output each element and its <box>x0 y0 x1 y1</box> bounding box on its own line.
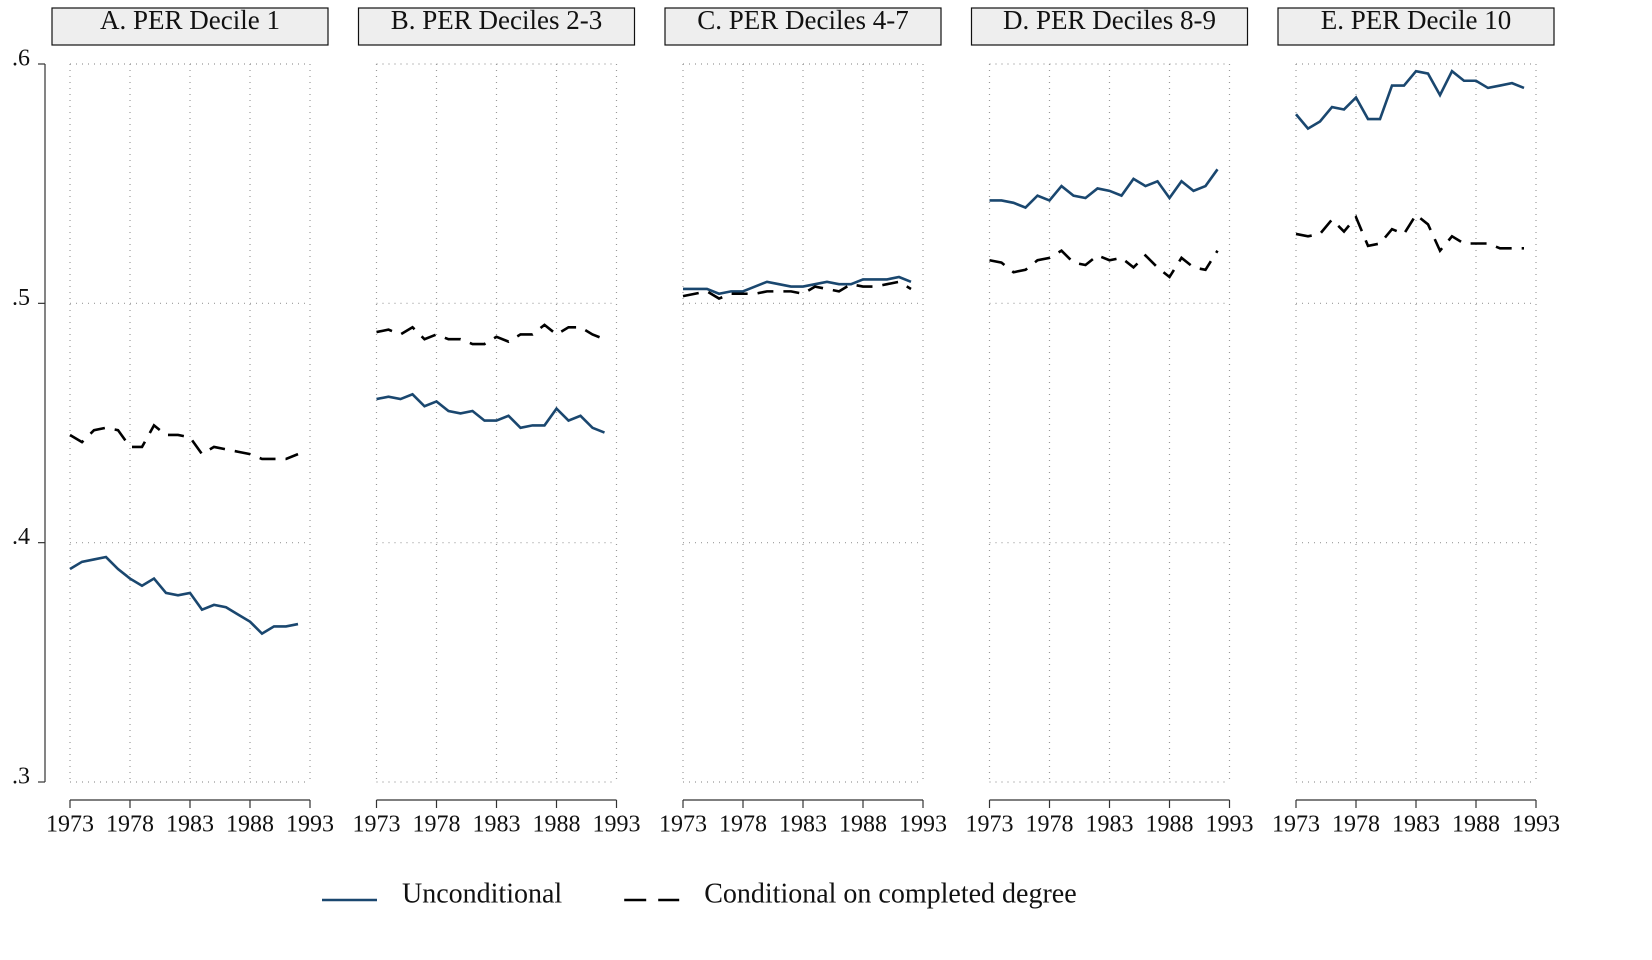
x-tick-label: 1978 <box>1026 812 1074 838</box>
panel-title: C. PER Deciles 4-7 <box>697 5 908 35</box>
panel-title: D. PER Deciles 8-9 <box>1003 5 1216 35</box>
x-tick-label: 1973 <box>1272 812 1320 838</box>
y-tick-label: .5 <box>12 285 30 311</box>
legend-label: Unconditional <box>402 878 562 909</box>
series-line <box>1295 212 1524 254</box>
series-line <box>1295 69 1525 131</box>
x-tick-label: 1978 <box>106 812 154 838</box>
x-tick-label: 1993 <box>1206 812 1254 838</box>
legend-label: Conditional on completed degree <box>704 878 1076 909</box>
panel-title-box <box>357 7 636 46</box>
panel-title-box <box>664 7 942 46</box>
x-tick-label: 1988 <box>533 812 581 838</box>
x-tick-label: 1978 <box>413 812 461 838</box>
y-tick-label: .4 <box>12 524 30 550</box>
x-tick-label: 1993 <box>286 812 334 838</box>
series-line <box>376 323 605 346</box>
panel-title-box <box>51 7 329 46</box>
series-line <box>683 275 912 296</box>
series-line <box>989 168 1219 210</box>
x-tick-label: 1983 <box>779 812 827 838</box>
x-tick-label: 1983 <box>166 812 214 838</box>
x-tick-label: 1988 <box>839 812 887 838</box>
x-tick-label: 1983 <box>473 812 521 838</box>
series-line <box>69 555 299 636</box>
x-tick-label: 1993 <box>899 812 947 838</box>
y-tick-label: .3 <box>12 764 30 790</box>
x-tick-label: 1993 <box>1512 812 1560 838</box>
x-tick-label: 1993 <box>593 812 641 838</box>
x-tick-label: 1973 <box>659 812 707 838</box>
y-tick-label: .6 <box>12 46 30 72</box>
panel-title-box <box>1277 7 1555 46</box>
x-tick-label: 1978 <box>719 812 767 838</box>
x-tick-label: 1988 <box>226 812 274 838</box>
x-tick-label: 1973 <box>353 812 401 838</box>
x-tick-label: 1973 <box>46 812 94 838</box>
x-tick-label: 1988 <box>1146 812 1194 838</box>
panel-title: B. PER Deciles 2-3 <box>391 5 602 35</box>
panel-title-box <box>970 7 1249 46</box>
series-line <box>376 392 605 434</box>
panel-title: E. PER Decile 10 <box>1321 5 1511 35</box>
series-line <box>682 280 912 300</box>
x-tick-label: 1983 <box>1086 812 1134 838</box>
x-tick-label: 1988 <box>1452 812 1500 838</box>
series-line <box>989 249 1219 279</box>
x-tick-label: 1983 <box>1392 812 1440 838</box>
x-tick-label: 1973 <box>966 812 1014 838</box>
series-line <box>69 423 299 461</box>
panel-title: A. PER Decile 1 <box>100 5 280 35</box>
x-tick-label: 1978 <box>1332 812 1380 838</box>
